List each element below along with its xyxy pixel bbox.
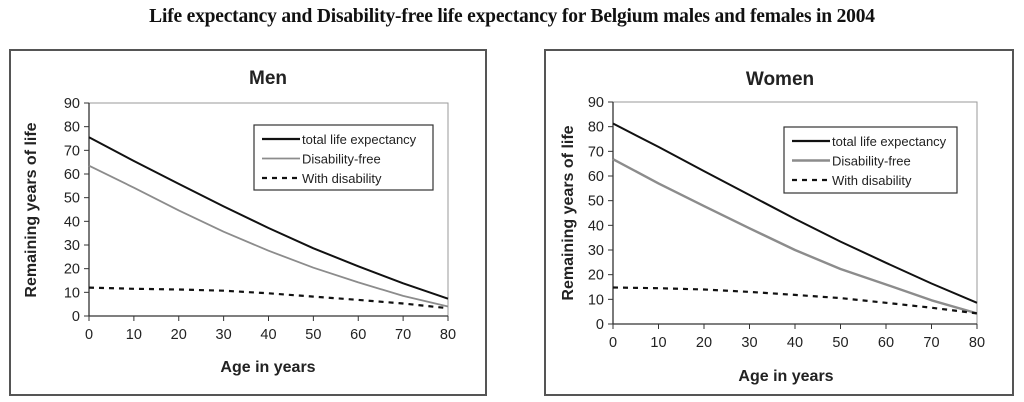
y-tick-label: 60	[588, 169, 604, 185]
y-tick-label: 10	[588, 292, 604, 308]
y-tick-label: 70	[588, 144, 604, 160]
legend-label: total life expectancy	[302, 132, 417, 147]
x-tick-label: 60	[350, 327, 366, 343]
y-tick-label: 60	[64, 167, 80, 183]
y-tick-label: 90	[588, 95, 604, 111]
chart-title: Men	[249, 68, 287, 89]
x-axis-label: Age in years	[220, 359, 315, 376]
chart-panel-men: 0 10 20 30 40 50 60 70 80 90 0 10 20 30 40 50 60 70 80 Men A…	[9, 49, 487, 396]
y-tick-label: 10	[64, 285, 80, 301]
series-line-total-life-expectancy	[88, 136, 449, 300]
y-tick-label: 50	[588, 194, 604, 210]
y-tick-label: 50	[64, 191, 80, 207]
series-line-disability-free	[612, 158, 978, 315]
legend-label: total life expectancy	[832, 134, 947, 149]
x-tick-label: 40	[260, 327, 276, 343]
y-axis-label: Remaining years of life	[23, 122, 40, 297]
x-tick-label: 80	[969, 335, 985, 351]
x-tick-label: 30	[216, 327, 232, 343]
x-tick-label: 0	[609, 335, 617, 351]
x-tick-label: 20	[696, 335, 712, 351]
y-tick-label: 30	[64, 238, 80, 254]
x-tick-label: 10	[650, 335, 666, 351]
y-tick-label: 40	[64, 214, 80, 230]
y-tick-label: 20	[64, 262, 80, 278]
y-tick-label: 20	[588, 268, 604, 284]
chart-panel-women: 0 10 20 30 40 50 60 70 80 90 0 10 20 30 40 50 60 70 80 Wome…	[544, 49, 1014, 396]
x-tick-label: 10	[126, 327, 142, 343]
y-tick-label: 90	[64, 96, 80, 112]
series-line-total-life-expectancy	[612, 122, 978, 304]
legend-label: Disability-free	[302, 152, 381, 167]
y-tick-label: 0	[72, 309, 80, 325]
y-tick-label: 70	[64, 143, 80, 159]
series-line-disability-free	[88, 164, 449, 308]
y-tick-label: 40	[588, 218, 604, 234]
x-axis-label: Age in years	[738, 368, 833, 385]
chart-title: Women	[746, 69, 814, 90]
legend-label: Disability-free	[832, 154, 911, 169]
y-tick-label: 80	[64, 120, 80, 136]
series-line-with-disability	[612, 286, 978, 315]
x-tick-label: 50	[305, 327, 321, 343]
x-tick-label: 70	[923, 335, 939, 351]
x-tick-label: 20	[171, 327, 187, 343]
legend-label: With disability	[302, 171, 382, 186]
main-title: Life expectancy and Disability-free life…	[149, 6, 875, 27]
y-axis-label: Remaining years of life	[560, 125, 577, 300]
legend: total life expectancy Disability-free With…	[783, 126, 958, 194]
y-tick-label: 80	[588, 120, 604, 136]
legend: total life expectancy Disability-free With…	[253, 124, 434, 191]
panel-frame	[544, 49, 1014, 396]
x-tick-label: 40	[787, 335, 803, 351]
panel-frame	[9, 49, 487, 396]
y-tick-label: 30	[588, 243, 604, 259]
legend-box	[253, 124, 434, 191]
legend-label: With disability	[832, 173, 912, 188]
x-tick-label: 70	[395, 327, 411, 343]
x-tick-label: 60	[878, 335, 894, 351]
x-tick-label: 80	[440, 327, 456, 343]
y-tick-label: 0	[596, 317, 604, 333]
x-tick-label: 0	[85, 327, 93, 343]
x-tick-label: 50	[832, 335, 848, 351]
x-tick-label: 30	[741, 335, 757, 351]
